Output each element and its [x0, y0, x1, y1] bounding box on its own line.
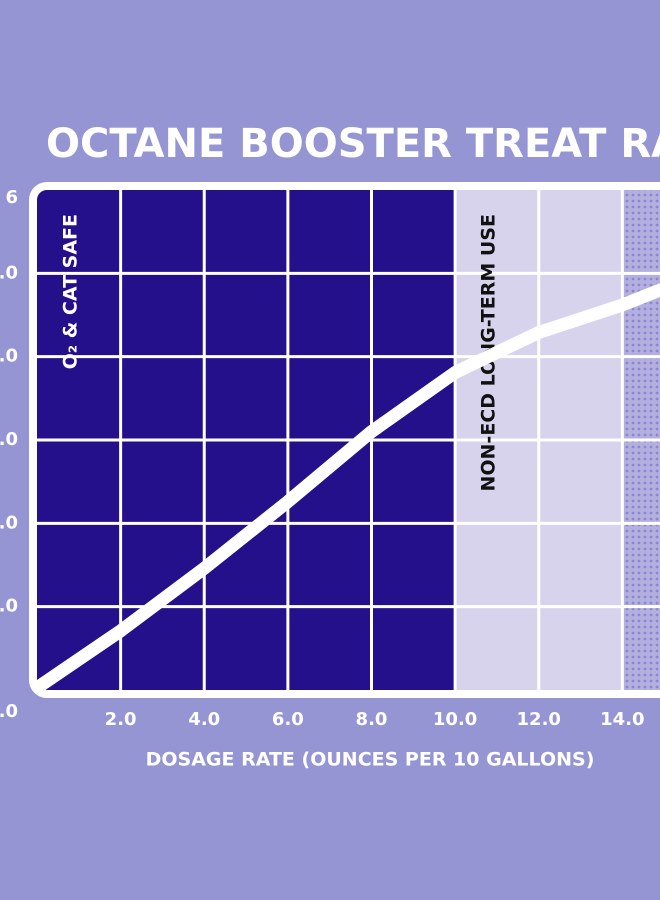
y-tick-label: 6 [5, 187, 18, 208]
plot-frame [29, 182, 660, 698]
y-tick-label: .0 [0, 262, 18, 283]
y-tick-label: .0 [0, 701, 18, 722]
chart-title: OCTANE BOOSTER TREAT RATE [46, 121, 660, 167]
line [34, 283, 660, 692]
y-tick-label: .0 [0, 596, 18, 617]
x-tick-label: 2.0 [105, 709, 137, 730]
x-tick-label: 4.0 [188, 709, 220, 730]
x-tick-label: 8.0 [356, 709, 388, 730]
x-axis-label: DOSAGE RATE (OUNCES PER 10 GALLONS) [146, 749, 595, 771]
y-tick-label: .0 [0, 346, 18, 367]
x-tick-label: 14.0 [600, 709, 644, 730]
region-label: O₂ & CAT SAFE [60, 214, 82, 369]
x-tick-label: 6.0 [272, 709, 304, 730]
x-tick-label: 10.0 [433, 709, 477, 730]
y-tick-label: .0 [0, 429, 18, 450]
x-tick-label: 12.0 [517, 709, 561, 730]
y-tick-label: .0 [0, 512, 18, 533]
